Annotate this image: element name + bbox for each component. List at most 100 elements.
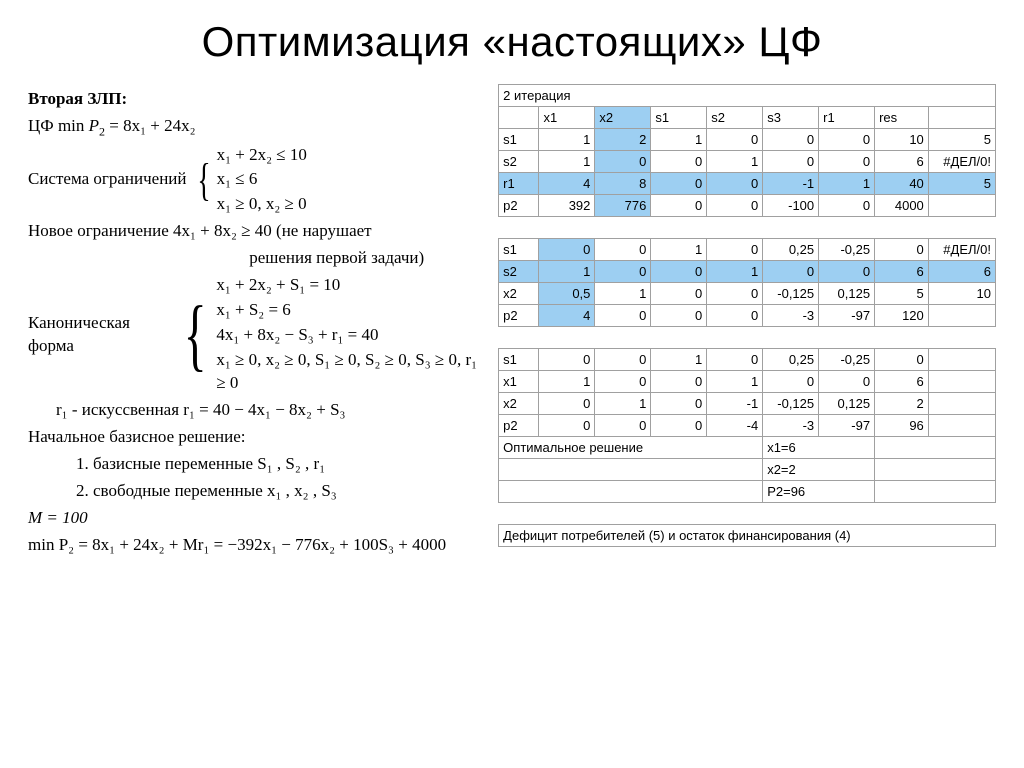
cell: 776 (595, 195, 651, 217)
cell: 0 (651, 305, 707, 327)
constraint-1: x₁ + 2x₂ ≤ 10 (217, 144, 307, 167)
table-row: p2000-4-3-9796 (499, 415, 996, 437)
canonical-form: Каноническая форма { x₁ + 2x₂ + S₁ = 10 … (28, 274, 484, 395)
cell: -0,25 (819, 349, 875, 371)
cell: 4 (539, 173, 595, 195)
second-lp-heading: Вторая ЗЛП: (28, 89, 127, 108)
page-title: Оптимизация «настоящих» ЦФ (28, 18, 996, 66)
opt-x1: x1=6 (763, 437, 875, 459)
obj-rhs: = 8x₁ + 24x₂ (109, 116, 195, 135)
constraint-3: x₁ ≥ 0, x₂ ≥ 0 (217, 193, 307, 216)
cell: 0 (819, 261, 875, 283)
newc-label: Новое ограничение (28, 221, 169, 240)
cell: -3 (763, 305, 819, 327)
iteration-label: 2 итерация (499, 85, 996, 107)
newc-note: (не нарушает (276, 221, 372, 240)
table-row: s210010066 (499, 261, 996, 283)
cell: 0 (707, 129, 763, 151)
cell: 6 (875, 371, 929, 393)
cell: 10 (875, 129, 929, 151)
cell: 1 (651, 129, 707, 151)
cell: 4000 (875, 195, 929, 217)
cell: -0,125 (763, 283, 819, 305)
cell: 0 (539, 239, 595, 261)
cell: 0,25 (763, 239, 819, 261)
cell: 0 (819, 151, 875, 173)
cell: 0 (651, 151, 707, 173)
cell: -97 (819, 305, 875, 327)
cell: 6 (875, 261, 929, 283)
slide: Оптимизация «настоящих» ЦФ Вторая ЗЛП: Ц… (0, 0, 1024, 768)
cell: 120 (875, 305, 929, 327)
cell: 0 (819, 371, 875, 393)
col-header: s3 (763, 107, 819, 129)
brace-icon: { (196, 159, 212, 200)
cell: 2 (595, 129, 651, 151)
table-row: s1121000105 (499, 129, 996, 151)
table-row: s21001006#ДЕЛ/0! (499, 151, 996, 173)
cell: 0 (707, 305, 763, 327)
tableau-block-2: s100100,25-0,250#ДЕЛ/0!s210010066x20,510… (499, 239, 996, 327)
objective-line: ЦФ min P2 = 8x₁ + 24x₂ (28, 115, 484, 140)
opt-row-1: Оптимальное решение x1=6 (499, 437, 996, 459)
cell: 0,125 (819, 283, 875, 305)
cell: 0 (595, 415, 651, 437)
cell: -0,125 (763, 393, 819, 415)
cell: 0 (651, 393, 707, 415)
cell (928, 349, 995, 371)
table-row: p239277600-10004000 (499, 195, 996, 217)
deficit-text: Дефицит потребителей (5) и остаток финан… (499, 525, 996, 547)
canon-label: Каноническая форма (28, 312, 174, 358)
opt-x2: x2=2 (763, 459, 875, 481)
min-full: min P₂ = 8x₁ + 24x₂ + Mr₁ = −392x₁ − 776… (28, 534, 484, 557)
cell: 0 (595, 239, 651, 261)
cell: 1 (651, 239, 707, 261)
cell: 96 (875, 415, 929, 437)
opt-label: Оптимальное решение (499, 437, 763, 459)
canon-1: x₁ + 2x₂ + S₁ = 10 (216, 274, 484, 297)
col-header: s1 (651, 107, 707, 129)
col-header (499, 107, 539, 129)
col-header: s2 (707, 107, 763, 129)
cell: 4 (539, 305, 595, 327)
initial-2: 2. свободные переменные x₁ , x₂ , S₃ (28, 480, 484, 503)
cell: 0 (595, 371, 651, 393)
row-label: s2 (499, 151, 539, 173)
canon-4: x₁ ≥ 0, x₂ ≥ 0, S₁ ≥ 0, S₂ ≥ 0, S₃ ≥ 0, … (216, 349, 484, 395)
cell: 0 (763, 129, 819, 151)
cell: 0 (595, 151, 651, 173)
cell (928, 195, 995, 217)
cell: 0 (819, 195, 875, 217)
cell: 0 (595, 349, 651, 371)
row-label: p2 (499, 195, 539, 217)
cell: 0 (651, 283, 707, 305)
cell: 0 (763, 151, 819, 173)
table-row: x11001006 (499, 371, 996, 393)
col-header (928, 107, 995, 129)
table-row: x20,5100-0,1250,125510 (499, 283, 996, 305)
obj-sub: 2 (99, 124, 105, 138)
cell (928, 371, 995, 393)
row-label: x1 (499, 371, 539, 393)
cell: 0 (707, 349, 763, 371)
content-columns: Вторая ЗЛП: ЦФ min P2 = 8x₁ + 24x₂ Систе… (28, 84, 996, 561)
opt-p2: P2=96 (763, 481, 875, 503)
spacer-row (499, 503, 996, 525)
table-row: s100100,25-0,250 (499, 349, 996, 371)
new-constraint-line: Новое ограничение 4x₁ + 8x₂ ≥ 40 (не нар… (28, 220, 484, 243)
cell: 0 (539, 349, 595, 371)
iter-row: 2 итерация (499, 85, 996, 107)
cell: 0 (651, 371, 707, 393)
initial-basis-label: Начальное базисное решение: (28, 426, 484, 449)
table-row: p24000-3-97120 (499, 305, 996, 327)
col-header: res (875, 107, 929, 129)
cell: 0 (595, 261, 651, 283)
cell: -0,25 (819, 239, 875, 261)
cell: 1 (539, 151, 595, 173)
cell: 10 (928, 283, 995, 305)
cell: 1 (707, 261, 763, 283)
cell: -1 (763, 173, 819, 195)
cell: 6 (875, 151, 929, 173)
initial-1: 1. базисные переменные S₁ , S₂ , r₁ (28, 453, 484, 476)
cell: 0 (875, 239, 929, 261)
